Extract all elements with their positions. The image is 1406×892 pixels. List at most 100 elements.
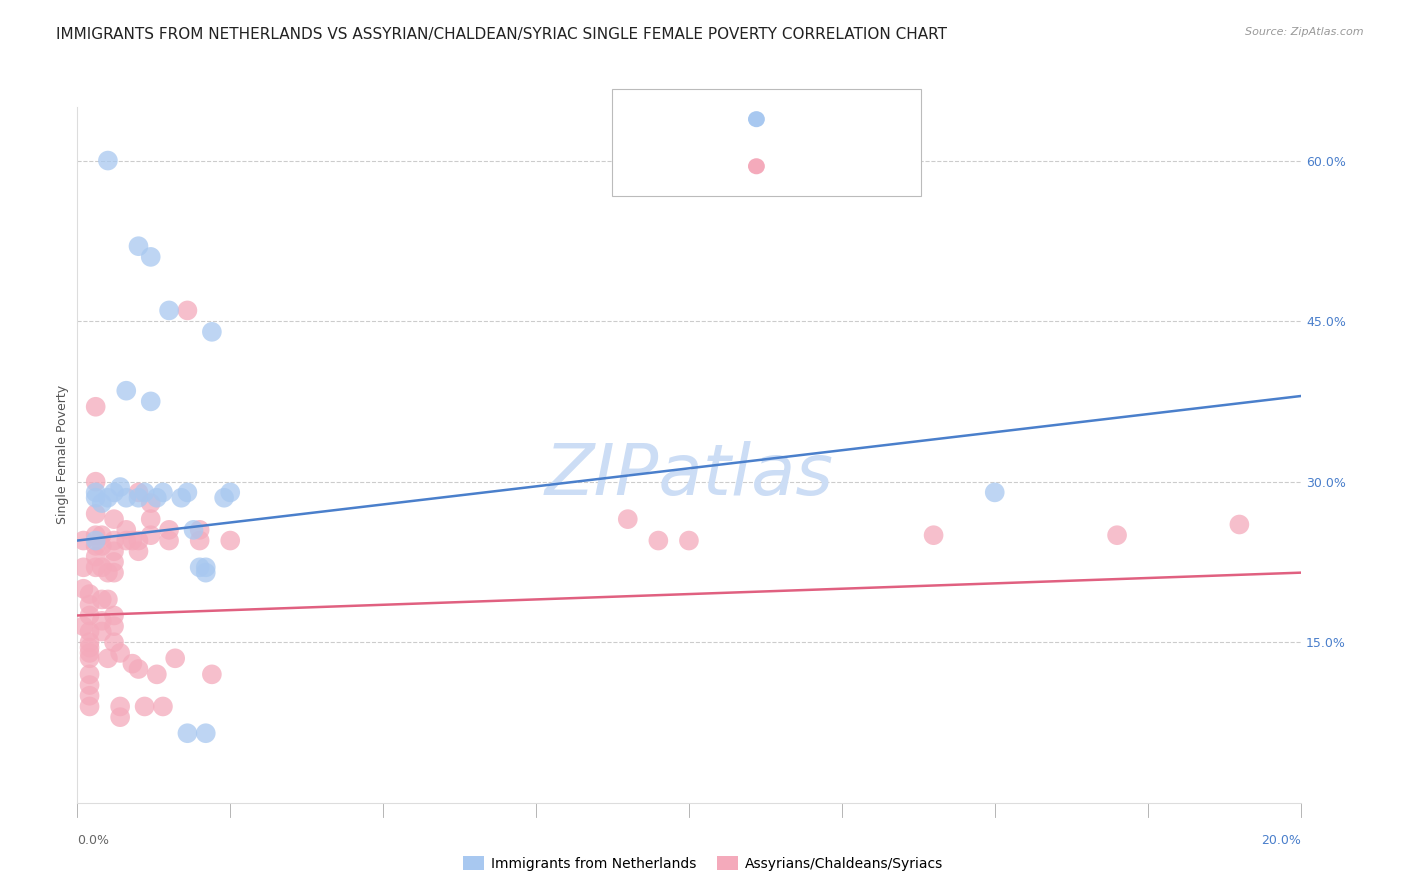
Text: 20.0%: 20.0% — [1261, 834, 1301, 847]
Point — [188, 523, 211, 537]
Point — [128, 544, 150, 558]
Point — [134, 699, 156, 714]
Point — [84, 491, 107, 505]
Point — [128, 662, 150, 676]
Point — [103, 512, 125, 526]
Point — [647, 533, 669, 548]
Point — [194, 726, 217, 740]
Point — [90, 528, 112, 542]
Point — [79, 646, 101, 660]
Point — [84, 539, 107, 553]
Text: 0.151: 0.151 — [665, 112, 704, 126]
Point — [79, 587, 101, 601]
Point — [103, 544, 125, 558]
Text: 30: 30 — [815, 112, 832, 126]
Point — [219, 533, 242, 548]
Point — [139, 528, 162, 542]
Point — [90, 592, 112, 607]
Point — [152, 699, 174, 714]
Point — [176, 485, 198, 500]
Point — [194, 566, 217, 580]
Point — [128, 491, 150, 505]
Point — [121, 533, 143, 548]
Point — [121, 657, 143, 671]
Point — [1107, 528, 1129, 542]
Point — [212, 491, 235, 505]
Point — [134, 485, 156, 500]
Point — [84, 549, 107, 564]
Point — [79, 624, 101, 639]
Point — [90, 560, 112, 574]
Text: Source: ZipAtlas.com: Source: ZipAtlas.com — [1246, 27, 1364, 37]
Point — [139, 250, 162, 264]
Point — [79, 678, 101, 692]
Text: 0.0%: 0.0% — [77, 834, 110, 847]
Point — [201, 325, 224, 339]
Point — [84, 533, 107, 548]
Point — [139, 394, 162, 409]
Point — [72, 582, 94, 596]
Point — [183, 523, 205, 537]
Point — [103, 555, 125, 569]
Text: 71: 71 — [815, 160, 834, 173]
Text: N =: N = — [773, 160, 800, 173]
Point — [103, 485, 125, 500]
Point — [97, 153, 120, 168]
Point — [115, 491, 138, 505]
Point — [79, 667, 101, 681]
Point — [79, 598, 101, 612]
Point — [128, 533, 150, 548]
Y-axis label: Single Female Poverty: Single Female Poverty — [56, 385, 69, 524]
Text: IMMIGRANTS FROM NETHERLANDS VS ASSYRIAN/CHALDEAN/SYRIAC SINGLE FEMALE POVERTY CO: IMMIGRANTS FROM NETHERLANDS VS ASSYRIAN/… — [56, 27, 948, 42]
Point — [108, 710, 131, 724]
Point — [79, 635, 101, 649]
Point — [72, 560, 94, 574]
Point — [103, 619, 125, 633]
Point — [201, 667, 224, 681]
Point — [103, 608, 125, 623]
Point — [157, 533, 180, 548]
Point — [97, 491, 120, 505]
Point — [97, 592, 120, 607]
Point — [84, 475, 107, 489]
Point — [115, 523, 138, 537]
Point — [97, 566, 120, 580]
Point — [84, 400, 107, 414]
Point — [79, 689, 101, 703]
Point — [84, 528, 107, 542]
Point — [90, 539, 112, 553]
Point — [79, 699, 101, 714]
Text: N =: N = — [773, 112, 800, 126]
Text: R =: R = — [623, 160, 648, 173]
Point — [79, 640, 101, 655]
Point — [139, 496, 162, 510]
Point — [103, 566, 125, 580]
Point — [128, 485, 150, 500]
Point — [176, 726, 198, 740]
Text: 0.090: 0.090 — [665, 160, 704, 173]
Point — [170, 491, 193, 505]
Point — [139, 512, 162, 526]
Point — [128, 239, 150, 253]
Point — [90, 624, 112, 639]
Point — [115, 533, 138, 548]
Point — [90, 614, 112, 628]
Point — [103, 533, 125, 548]
Point — [188, 533, 211, 548]
Point — [152, 485, 174, 500]
Point — [72, 533, 94, 548]
Point — [194, 560, 217, 574]
Point — [219, 485, 242, 500]
Point — [84, 560, 107, 574]
Point — [146, 667, 169, 681]
Point — [176, 303, 198, 318]
Text: ZIPatlas: ZIPatlas — [544, 442, 834, 510]
Point — [984, 485, 1007, 500]
Point — [922, 528, 945, 542]
Point — [84, 485, 107, 500]
Point — [157, 523, 180, 537]
Point — [97, 651, 120, 665]
Point — [157, 303, 180, 318]
Point — [165, 651, 187, 665]
Point — [1229, 517, 1251, 532]
